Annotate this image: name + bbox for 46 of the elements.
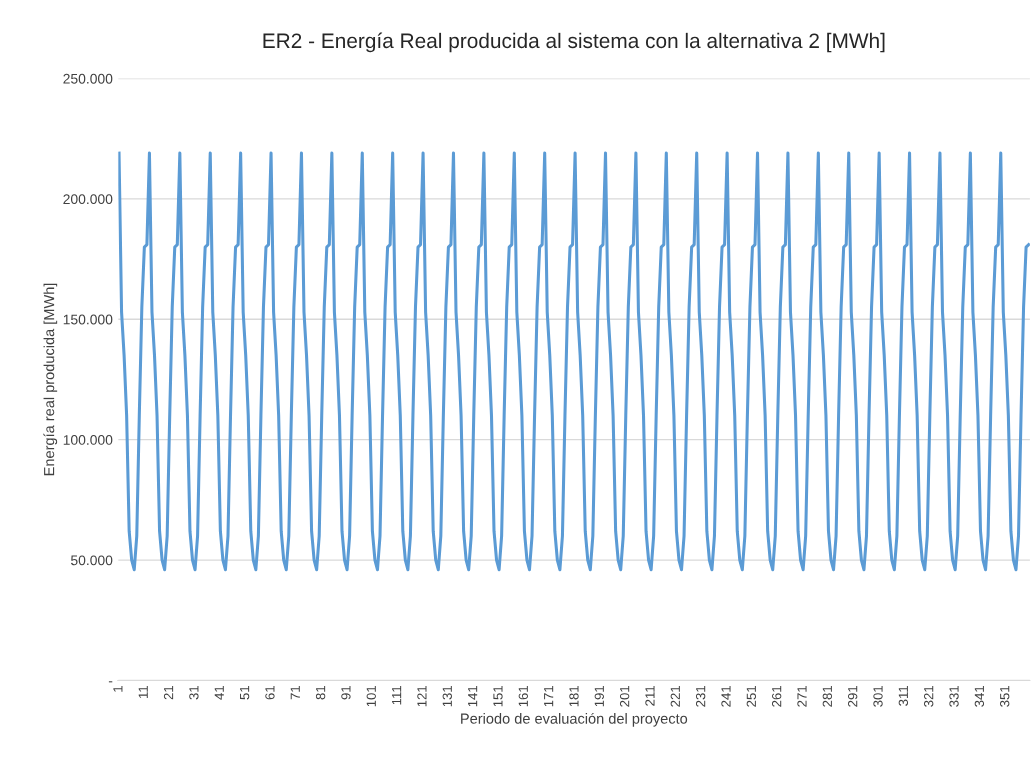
y-axis-title: Energía real producida [MWh] (43, 283, 58, 476)
x-tick-label: 1 (113, 685, 123, 692)
x-tick-label: 321 (924, 685, 934, 707)
y-tick-label: 100.000 (63, 435, 113, 445)
x-tick-label: 171 (544, 685, 554, 707)
x-tick-label: 41 (214, 685, 224, 700)
chart-title: ER2 - Energía Real producida al sistema con la alternativa 2 [MWh] (263, 32, 885, 53)
x-tick-label: 81 (315, 685, 326, 700)
y-tick-label: 250.000 (63, 73, 113, 84)
x-tick-label: 101 (366, 685, 376, 707)
x-axis-title: Periodo de evaluación del proyecto (461, 712, 688, 727)
x-tick-label: 211 (645, 685, 655, 706)
x-tick-label: 151 (493, 685, 503, 707)
x-tick-label: 351 (1000, 685, 1010, 707)
y-tick-label: - (108, 681, 113, 683)
line-series (117, 151, 1030, 572)
x-tick-label: 31 (189, 685, 199, 700)
x-tick-label: 161 (518, 685, 528, 707)
x-tick-label: 291 (848, 685, 858, 707)
x-tick-label: 191 (594, 685, 604, 707)
x-tick-label: 11 (138, 685, 148, 699)
x-tick-label: 241 (721, 685, 731, 707)
x-tick-label: 281 (822, 685, 833, 707)
x-tick-label: 201 (619, 685, 630, 707)
x-tick-label: 91 (341, 685, 351, 700)
x-tick-label: 221 (670, 685, 680, 707)
x-tick-label: 141 (468, 685, 478, 707)
x-tick-label: 271 (797, 685, 807, 707)
x-tick-label: 131 (442, 685, 452, 707)
x-tick-label: 121 (417, 685, 427, 707)
x-tick-label: 21 (163, 685, 174, 700)
x-tick-label: 51 (240, 685, 250, 700)
y-tick-label: 50.000 (70, 555, 113, 566)
x-tick-label: 341 (974, 685, 985, 707)
x-tick-label: 61 (265, 685, 275, 700)
x-tick-label: 301 (873, 685, 883, 707)
y-tick-label: 200.000 (63, 194, 113, 205)
x-tick-label: 71 (290, 685, 300, 700)
x-tick-label: 311 (898, 685, 909, 706)
x-tick-label: 231 (695, 685, 706, 707)
x-tick-label: 331 (949, 685, 959, 707)
x-tick-label: 111 (392, 685, 402, 705)
y-tick-label: 150.000 (63, 314, 113, 325)
x-tick-label: 181 (569, 685, 579, 707)
x-tick-label: 251 (746, 685, 756, 707)
x-tick-label: 261 (771, 685, 782, 707)
